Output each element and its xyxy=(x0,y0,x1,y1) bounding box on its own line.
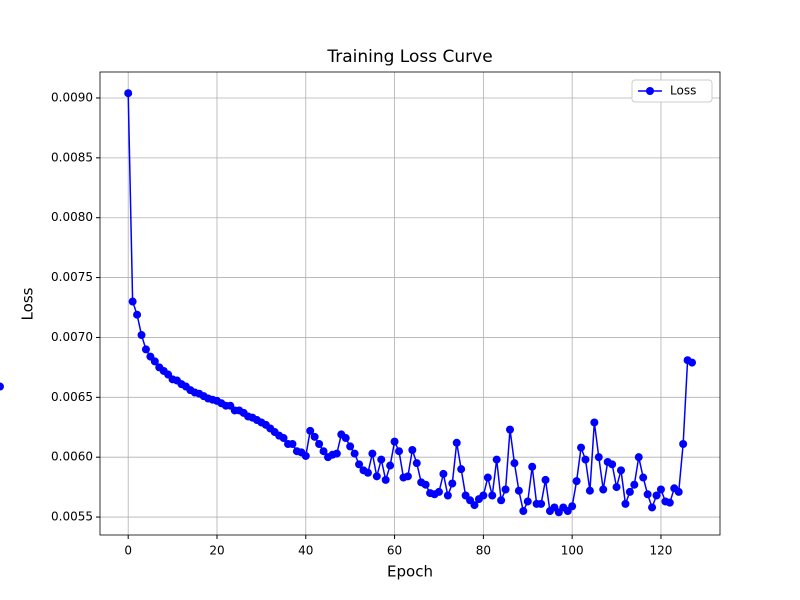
data-point xyxy=(577,443,586,452)
data-point xyxy=(372,472,381,481)
data-point xyxy=(0,382,4,391)
data-point xyxy=(479,491,488,500)
data-point xyxy=(448,479,457,488)
y-tick-label: 0.0090 xyxy=(51,90,93,104)
data-point xyxy=(621,499,630,508)
y-tick-label: 0.0065 xyxy=(51,390,93,404)
data-point xyxy=(355,460,364,469)
data-point xyxy=(528,462,537,471)
data-point xyxy=(643,490,652,499)
data-point xyxy=(590,418,599,427)
data-point xyxy=(128,297,137,306)
data-point xyxy=(412,459,421,468)
data-point xyxy=(665,498,674,507)
data-point xyxy=(363,468,372,477)
data-point xyxy=(150,357,159,366)
data-point xyxy=(346,442,355,451)
data-point xyxy=(497,496,506,505)
chart-title: Training Loss Curve xyxy=(326,47,492,67)
y-tick-label: 0.0075 xyxy=(51,270,93,284)
data-point xyxy=(514,486,523,495)
data-point xyxy=(537,499,546,508)
y-tick-label: 0.0055 xyxy=(51,510,93,524)
data-point xyxy=(457,465,466,474)
data-point xyxy=(648,503,657,512)
data-point xyxy=(634,453,643,462)
data-point xyxy=(141,345,150,354)
data-point xyxy=(310,432,319,441)
data-point xyxy=(616,466,625,475)
y-tick-label: 0.0080 xyxy=(51,210,93,224)
data-point xyxy=(452,438,461,447)
data-point xyxy=(506,425,515,434)
x-tick-label: 0 xyxy=(124,544,132,558)
data-point xyxy=(523,497,532,506)
data-point xyxy=(501,485,510,494)
data-point xyxy=(488,491,497,500)
data-point xyxy=(408,445,417,454)
data-point xyxy=(612,483,621,492)
data-point xyxy=(581,455,590,464)
data-point xyxy=(332,449,341,458)
data-point xyxy=(492,455,501,464)
data-point xyxy=(688,358,697,367)
x-tick-label: 80 xyxy=(476,544,491,558)
data-point xyxy=(279,434,288,443)
y-axis-label: Loss xyxy=(19,287,37,320)
data-point xyxy=(390,437,399,446)
data-point xyxy=(341,434,350,443)
data-point xyxy=(483,473,492,482)
data-point xyxy=(124,89,133,98)
data-point xyxy=(386,461,395,470)
data-point xyxy=(301,451,310,460)
data-point xyxy=(630,480,639,489)
legend-label: Loss xyxy=(670,84,696,98)
data-point xyxy=(434,487,443,496)
data-point xyxy=(403,472,412,481)
data-point xyxy=(319,447,328,456)
data-point xyxy=(625,487,634,496)
data-point xyxy=(368,449,377,458)
data-point xyxy=(519,507,528,516)
data-point xyxy=(439,469,448,478)
data-point xyxy=(541,475,550,484)
plot-frame xyxy=(99,71,721,536)
data-point xyxy=(652,491,661,500)
data-point xyxy=(395,447,404,456)
x-tick-label: 60 xyxy=(387,544,402,558)
data-point xyxy=(421,480,430,489)
data-point xyxy=(381,475,390,484)
data-point xyxy=(568,502,577,511)
data-point xyxy=(608,460,617,469)
data-point xyxy=(599,485,608,494)
data-point xyxy=(656,485,665,494)
y-tick-label: 0.0060 xyxy=(51,450,93,464)
data-point xyxy=(315,440,324,449)
y-tick-label: 0.0070 xyxy=(51,330,93,344)
data-point xyxy=(679,440,688,449)
data-point xyxy=(470,501,479,510)
data-point xyxy=(510,459,519,468)
x-tick-label: 100 xyxy=(561,544,584,558)
data-point xyxy=(137,331,146,340)
data-point xyxy=(639,473,648,482)
data-point xyxy=(350,449,359,458)
x-tick-label: 20 xyxy=(209,544,224,558)
data-point xyxy=(594,453,603,462)
y-tick-label: 0.0085 xyxy=(51,150,93,164)
data-point xyxy=(306,426,315,435)
x-tick-label: 120 xyxy=(649,544,672,558)
data-point xyxy=(133,310,142,319)
x-tick-label: 40 xyxy=(298,544,313,558)
data-point xyxy=(443,491,452,500)
data-point xyxy=(674,487,683,496)
data-point xyxy=(377,455,386,464)
legend-marker xyxy=(646,87,654,95)
data-point xyxy=(572,477,581,486)
legend-box xyxy=(631,79,713,103)
data-point xyxy=(288,440,297,449)
x-axis-label: Epoch xyxy=(387,563,433,581)
data-point xyxy=(585,486,594,495)
